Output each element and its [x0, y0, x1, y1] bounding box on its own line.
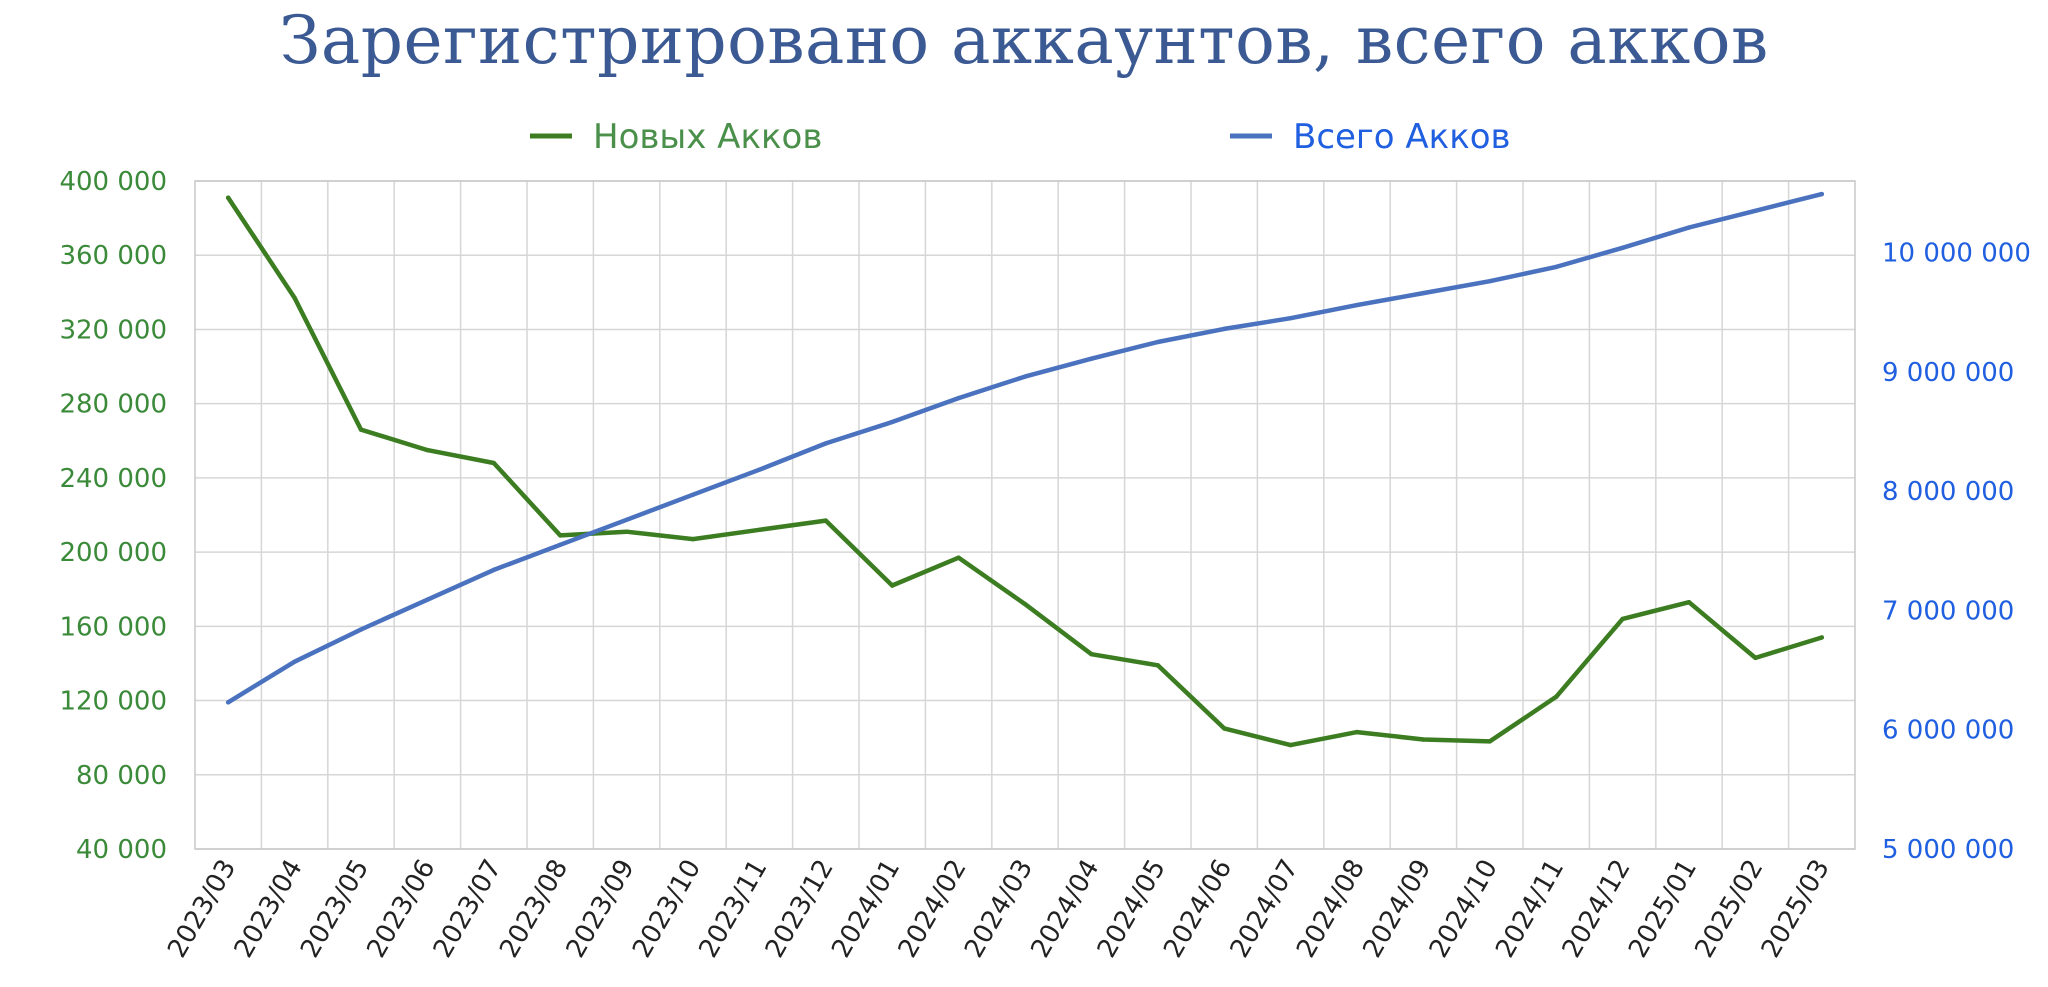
- total-accounts-point: [690, 492, 696, 497]
- left-tick-label: 80 000: [76, 761, 167, 791]
- new-accounts-point: [1022, 601, 1028, 607]
- new-accounts-point: [890, 583, 895, 588]
- new-accounts-point: [1288, 742, 1293, 748]
- new-accounts-point: [1354, 729, 1360, 735]
- left-tick-label: 400 000: [59, 167, 167, 197]
- total-accounts-point: [1620, 245, 1625, 250]
- total-accounts-point: [1354, 302, 1360, 308]
- new-accounts-point: [1421, 737, 1426, 742]
- new-accounts-point: [1089, 651, 1094, 657]
- total-accounts-point: [1487, 279, 1493, 284]
- legend-label: Новых Акков: [593, 117, 822, 157]
- right-tick-label: 10 000 000: [1882, 239, 2031, 269]
- total-accounts-point: [624, 517, 629, 522]
- new-accounts-point: [690, 536, 696, 542]
- new-accounts-point: [1753, 655, 1758, 661]
- left-tick-label: 240 000: [59, 464, 167, 494]
- total-accounts-point: [1819, 191, 1825, 197]
- total-accounts-point: [1022, 374, 1028, 379]
- total-accounts-point: [956, 395, 961, 401]
- new-accounts-point: [1819, 635, 1825, 640]
- legend-label: Всего Акков: [1293, 117, 1511, 157]
- new-accounts-point: [558, 533, 563, 538]
- new-accounts-point: [1686, 600, 1692, 605]
- total-accounts-point: [823, 441, 828, 446]
- axes: [194, 180, 1856, 850]
- total-accounts-point: [1089, 356, 1094, 361]
- new-accounts-point: [757, 527, 762, 533]
- total-accounts-point: [1554, 264, 1559, 270]
- total-accounts-point: [292, 659, 297, 664]
- total-accounts-point: [1222, 326, 1227, 332]
- total-accounts-point: [491, 567, 496, 573]
- total-accounts-point: [890, 419, 895, 425]
- total-accounts-point: [1155, 339, 1161, 345]
- new-accounts-point: [823, 518, 828, 523]
- total-accounts-point: [757, 467, 762, 472]
- tick-labels: 40 000 80 000 120 000 160 000 200 000 240 000…: [59, 167, 2030, 963]
- new-accounts-point: [358, 427, 364, 432]
- left-tick-label: 40 000: [76, 835, 167, 865]
- left-tick-label: 120 000: [59, 687, 167, 717]
- new-accounts-point: [624, 529, 629, 534]
- new-accounts-point: [491, 460, 496, 466]
- right-tick-label: 8 000 000: [1882, 477, 2014, 507]
- total-accounts-point: [1753, 208, 1758, 214]
- total-accounts-point: [1421, 290, 1426, 296]
- total-accounts-point: [226, 700, 231, 705]
- total-accounts-point: [358, 627, 364, 632]
- left-tick-label: 320 000: [59, 315, 167, 345]
- right-tick-label: 5 000 000: [1882, 835, 2014, 865]
- total-accounts-point: [1686, 225, 1692, 230]
- series-layer: [225, 191, 1825, 748]
- new-accounts-point: [1155, 663, 1161, 668]
- left-tick-label: 200 000: [59, 538, 167, 568]
- left-tick-label: 280 000: [59, 390, 167, 420]
- legend: Новых Акков Всего Акков: [530, 117, 1511, 157]
- new-accounts-point: [226, 195, 231, 200]
- total-accounts-point: [558, 542, 563, 548]
- new-accounts-point: [292, 295, 297, 301]
- new-accounts-point: [1620, 616, 1625, 622]
- total-accounts-point: [425, 597, 430, 602]
- total-accounts-point: [1288, 315, 1293, 321]
- new-accounts-point: [956, 555, 961, 560]
- left-tick-label: 360 000: [59, 241, 167, 271]
- right-tick-label: 7 000 000: [1882, 596, 2014, 626]
- new-accounts-point: [1222, 726, 1227, 731]
- new-accounts-point: [425, 447, 430, 453]
- new-accounts-point: [1487, 739, 1493, 744]
- grid: [195, 180, 1855, 850]
- right-tick-label: 9 000 000: [1882, 358, 2014, 388]
- series-line-new-accounts: [225, 195, 1825, 748]
- left-tick-label: 160 000: [59, 612, 167, 642]
- right-tick-label: 6 000 000: [1882, 716, 2014, 746]
- plot-border: [194, 180, 1856, 850]
- new-accounts-point: [1554, 694, 1559, 700]
- chart-title: Зарегистрировано аккаунтов, всего акков: [279, 2, 1769, 79]
